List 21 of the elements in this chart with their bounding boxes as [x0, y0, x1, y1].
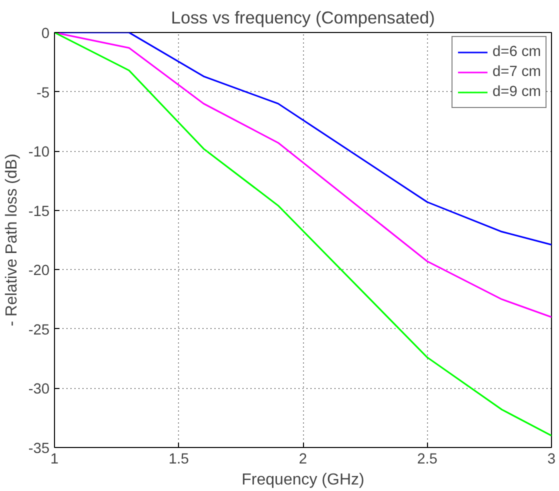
- y-axis-title: - Relative Path loss (dB): [3, 154, 20, 326]
- y-tick-label: -25: [28, 322, 50, 338]
- y-tick-label: -35: [28, 441, 50, 457]
- y-tick-label: -15: [28, 204, 50, 220]
- x-tick-label: 2: [298, 452, 308, 468]
- line-series: [54, 32, 552, 436]
- legend-label: d=7 cm: [492, 64, 541, 80]
- y-tick-label: -20: [28, 263, 50, 280]
- x-tick-label: 1: [50, 452, 59, 468]
- y-tick-label: -10: [28, 144, 50, 161]
- legend-label: d=9 cm: [492, 84, 541, 100]
- y-tick-label: -30: [28, 382, 50, 398]
- line-series: [54, 32, 552, 318]
- x-tick-label: 1.5: [168, 452, 189, 468]
- x-tick-label: 3: [547, 452, 556, 468]
- chart-title: Loss vs frequency (Compensated): [171, 8, 435, 28]
- x-axis-title: Frequency (GHz): [242, 472, 364, 488]
- x-tick-label: 2.5: [417, 452, 438, 468]
- y-tick-label: -5: [36, 85, 50, 102]
- legend-label: d=6 cm: [492, 44, 541, 60]
- y-tick-label: 0: [41, 26, 50, 42]
